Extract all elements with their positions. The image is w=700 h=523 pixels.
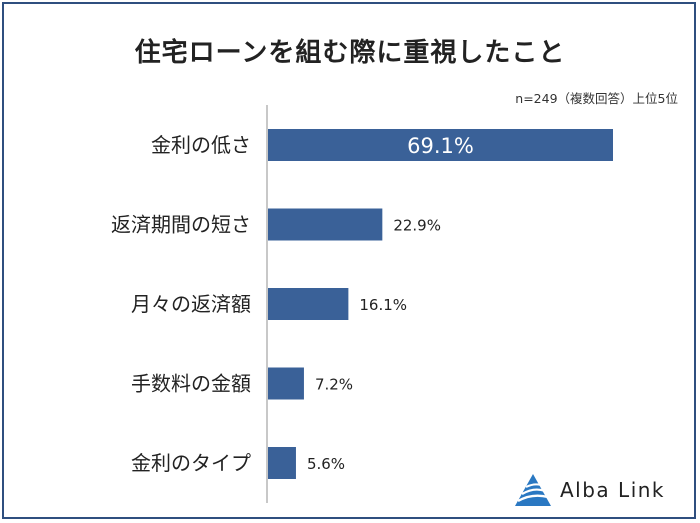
alba-link-logo-icon xyxy=(515,474,551,506)
bar xyxy=(268,367,304,400)
bar xyxy=(268,208,383,241)
bar xyxy=(268,288,349,320)
data-label: 16.1% xyxy=(359,296,407,314)
data-label: 7.2% xyxy=(315,376,353,394)
data-label: 22.9% xyxy=(393,217,441,235)
chart-title: 住宅ローンを組む際に重視したこと xyxy=(134,38,566,68)
bar xyxy=(268,129,613,161)
sample-note: n=249（複数回答）上位5位 xyxy=(515,91,678,106)
alba-link-logo: Alba Link xyxy=(514,470,665,510)
data-label: 5.6% xyxy=(307,455,345,473)
category-label: 金利の低さ xyxy=(151,133,251,157)
data-label: 69.1% xyxy=(407,134,474,158)
bar xyxy=(268,447,296,479)
category-label: 返済期間の短さ xyxy=(111,213,251,237)
category-label: 金利のタイプ xyxy=(131,451,251,475)
category-label: 月々の返済額 xyxy=(131,292,251,316)
category-label: 手数料の金額 xyxy=(131,372,251,396)
logo-text: Alba Link xyxy=(560,478,666,502)
